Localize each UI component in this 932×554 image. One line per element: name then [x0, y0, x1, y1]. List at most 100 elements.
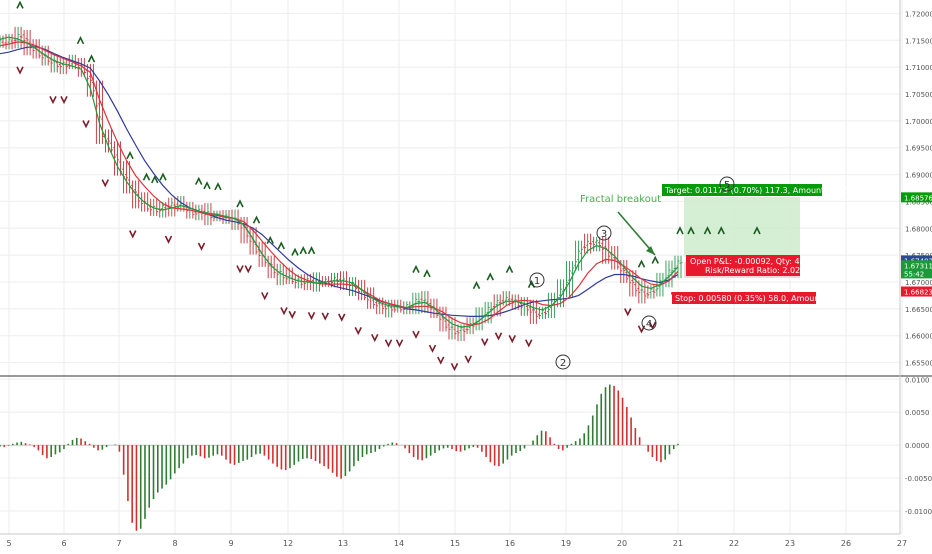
price-tag-box	[901, 286, 932, 297]
fractal-down-mark	[437, 356, 445, 365]
price-tag-label: 1.68576	[904, 194, 932, 202]
fractal-up-mark	[687, 226, 695, 235]
time-axis: 5 6 7 8 9 12 13 14 15 16 19 20 21 22 23 26 27	[6, 539, 907, 548]
time-tick-label: 9	[228, 539, 233, 548]
fractal-down-mark	[525, 339, 533, 348]
fractal-down-mark	[307, 311, 316, 321]
fractal-down-mark	[49, 96, 57, 105]
fractal-up-mark	[266, 235, 274, 244]
fractal-down-mark	[481, 338, 489, 347]
fractal-up-mark	[299, 246, 307, 255]
fractal-down-mark	[412, 330, 420, 339]
time-tick-label: 7	[116, 539, 121, 548]
stop-label: Stop: 0.00580 (0.35%) 58.0, Amount: 750	[675, 294, 843, 303]
wave-label-2: 2	[555, 354, 571, 370]
fractal-up-mark	[291, 247, 299, 256]
fractal-up-mark	[16, 0, 24, 9]
osc-tick-label: 0.0050	[905, 409, 930, 417]
fractal-down-mark	[164, 235, 173, 244]
fractal-down-mark	[236, 265, 244, 274]
fractal-up-mark	[195, 176, 203, 185]
fractal-down-mark	[60, 96, 68, 105]
fractal-breakout-arrow	[617, 211, 656, 256]
fractal-up-mark	[753, 226, 761, 235]
wave-label-1-text: 1	[534, 276, 540, 287]
price-tag-box	[901, 260, 932, 271]
fractal-down-mark	[288, 310, 296, 320]
price-tag-label: 55:42	[904, 270, 924, 278]
fractal-down-mark	[428, 344, 437, 353]
fractal-down-mark	[129, 230, 137, 239]
fractal-down-mark	[624, 308, 632, 317]
fractal-down-mark	[280, 307, 288, 316]
fractal-down-mark	[648, 321, 657, 330]
fractal-up-mark	[142, 172, 151, 181]
fractals	[16, 0, 761, 372]
price-tick-label: 1.66000	[905, 333, 932, 341]
time-tick-label: 6	[61, 539, 66, 548]
price-tick-label: 1.71000	[905, 64, 932, 72]
fractal-up-mark	[159, 172, 167, 181]
price-tick-label: 1.69000	[905, 172, 932, 180]
fractal-down-mark	[508, 335, 516, 344]
fractal-up-mark	[703, 226, 712, 235]
time-tick-label: 16	[505, 539, 515, 548]
price-tag-label: 1.66823	[904, 289, 932, 297]
open-pnl-label: Open P&L: -0.00092, Qty: 43103	[690, 257, 820, 266]
wave-label-3-text: 3	[601, 229, 607, 240]
fractal-up-mark	[151, 175, 159, 184]
target-label: Target: 0.01173 (0.70%) 117.3, Amount: 1…	[664, 186, 857, 195]
osc-tick-label: -0.0100	[905, 508, 932, 516]
price-tick-label: 1.66500	[905, 306, 932, 314]
time-tick-label: 26	[841, 539, 851, 548]
fractal-down-mark	[354, 326, 362, 336]
fractal-up-mark	[505, 264, 514, 274]
price-tick-label: 1.71500	[905, 37, 932, 45]
fractal-down-mark	[101, 179, 109, 188]
wave-label-1: 1	[529, 272, 545, 288]
wave-label-2-text: 2	[560, 358, 566, 369]
wave-label-4-text: 4	[646, 319, 652, 330]
target-zone	[684, 197, 800, 257]
fractal-down-mark	[371, 333, 379, 343]
fractal-up-mark	[203, 181, 211, 190]
price-tag-box	[901, 192, 932, 203]
fractal-up-mark	[277, 241, 285, 250]
osc-tick-label: 0.0100	[905, 376, 930, 384]
time-tick-label: 15	[450, 539, 460, 548]
time-tick-label: 22	[729, 539, 739, 548]
time-tick-label: 5	[6, 539, 11, 548]
pnl-box	[686, 255, 800, 276]
fractal-breakout-label: Fractal breakout	[580, 194, 661, 205]
price-tick-label: 1.70000	[905, 118, 932, 126]
moving-average-line	[0, 36, 679, 328]
fractal-up-mark	[412, 264, 420, 274]
annotations: Fractal breakout Target: 0.01173 (0.70%)…	[529, 176, 857, 370]
fractal-down-mark	[82, 120, 90, 129]
price-tick-label: 1.72000	[905, 10, 932, 18]
fractal-up-mark	[717, 226, 725, 235]
risk-reward-label: Risk/Reward Ratio: 2.02	[705, 266, 800, 275]
price-axis: 1.72000 1.71500 1.71000 1.70500 1.70000 1.695…	[901, 10, 932, 516]
fractal-down-mark	[384, 339, 393, 348]
fractal-up-mark	[236, 199, 244, 208]
fractal-down-mark	[244, 265, 252, 274]
oscillator-bars	[0, 384, 679, 531]
price-tick-label: 1.67000	[905, 279, 932, 287]
time-tick-label: 27	[897, 539, 907, 548]
fractal-up-mark	[307, 246, 316, 255]
fractal-up-mark	[637, 259, 646, 268]
fractal-up-mark	[676, 226, 684, 235]
fractal-up-mark	[126, 150, 134, 160]
fractal-down-mark	[494, 332, 503, 341]
fractal-down-mark	[450, 362, 459, 372]
osc-tick-label: -0.0050	[905, 475, 932, 483]
wave-label-5: 5	[719, 176, 735, 192]
time-tick-label: 23	[785, 539, 795, 548]
osc-tick-label: 0.0000	[905, 442, 930, 450]
time-tick-label: 21	[673, 539, 683, 548]
price-tick-label: 1.69500	[905, 145, 932, 153]
fractal-up-mark	[87, 54, 96, 63]
